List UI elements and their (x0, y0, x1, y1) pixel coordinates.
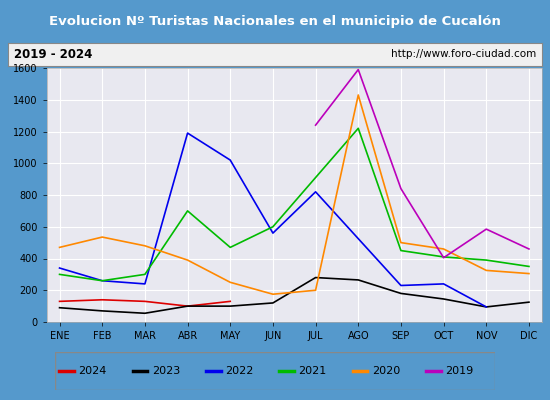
Text: 2024: 2024 (79, 366, 107, 376)
Text: 2020: 2020 (372, 366, 400, 376)
Text: 2021: 2021 (299, 366, 327, 376)
Text: 2023: 2023 (152, 366, 180, 376)
Text: http://www.foro-ciudad.com: http://www.foro-ciudad.com (391, 49, 536, 59)
Text: 2022: 2022 (225, 366, 254, 376)
Text: 2019 - 2024: 2019 - 2024 (14, 48, 92, 61)
Text: 2019: 2019 (445, 366, 474, 376)
Text: Evolucion Nº Turistas Nacionales en el municipio de Cucalón: Evolucion Nº Turistas Nacionales en el m… (49, 14, 501, 28)
